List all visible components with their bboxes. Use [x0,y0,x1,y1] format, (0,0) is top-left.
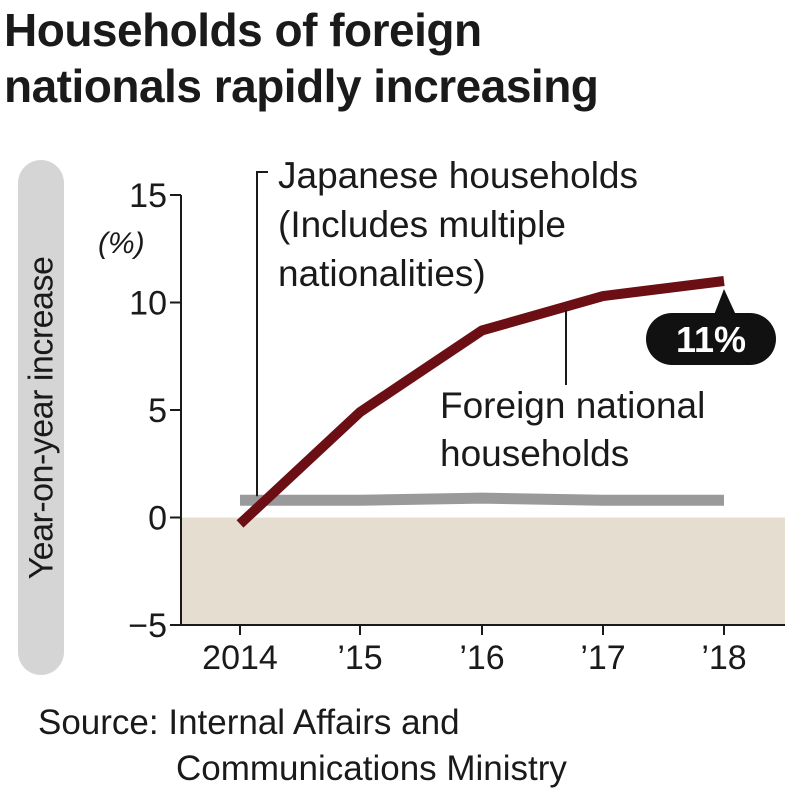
axes [170,194,785,635]
negative-region-band [181,517,785,625]
leader-line-japanese [256,171,268,497]
x-tick-label: ’16 [459,639,504,677]
y-tick-label: 0 [148,500,167,538]
y-axis-label-pill [18,160,64,675]
x-tick-label: ’17 [580,639,625,677]
x-tick-labels: 2014 ’15 ’16 ’17 ’18 [202,639,747,677]
x-tick-label: ’18 [701,639,746,677]
chart-title: Households of foreign nationals rapidly … [4,2,784,114]
japanese-annotation-line-2: (Includes multiple [278,204,566,245]
y-tick-label: −5 [128,607,167,645]
value-badge-background [646,313,776,365]
title-line-1: Households of foreign [4,4,482,56]
japanese-annotation-line-1: Japanese households [278,155,638,196]
y-tick-label: 15 [129,177,167,215]
foreign-annotation-line-2: households [440,433,629,474]
source-note: Source: Internal Affairs and Communicati… [38,700,567,792]
value-badge-text: 11% [676,319,746,360]
y-tick-label: 10 [129,285,167,323]
y-tick-label: 5 [148,392,167,430]
y-tick-labels: 15 10 5 0 −5 [128,177,167,645]
value-badge: 11% [646,289,776,365]
foreign-annotation-line-1: Foreign national [440,385,705,426]
japanese-annotation-line-3: nationalities) [278,253,486,294]
title-line-2: nationals rapidly increasing [4,60,599,112]
series-line-foreign-national-households [236,276,725,528]
x-tick-label: 2014 [202,639,278,677]
source-line-2: Communications Ministry [176,749,567,788]
y-unit-label: (%) [98,227,145,260]
source-line-1: Source: Internal Affairs and [38,703,460,742]
series-line-japanese-households [240,492,724,506]
annotation-leader-lines [256,171,567,497]
x-tick-label: ’15 [337,639,382,677]
value-badge-pointer [714,289,736,315]
series-lines [236,276,725,528]
line-chart: 15 10 5 0 −5 2014 ’15 ’16 ’17 ’18 (%) Japanese h… [98,155,785,677]
